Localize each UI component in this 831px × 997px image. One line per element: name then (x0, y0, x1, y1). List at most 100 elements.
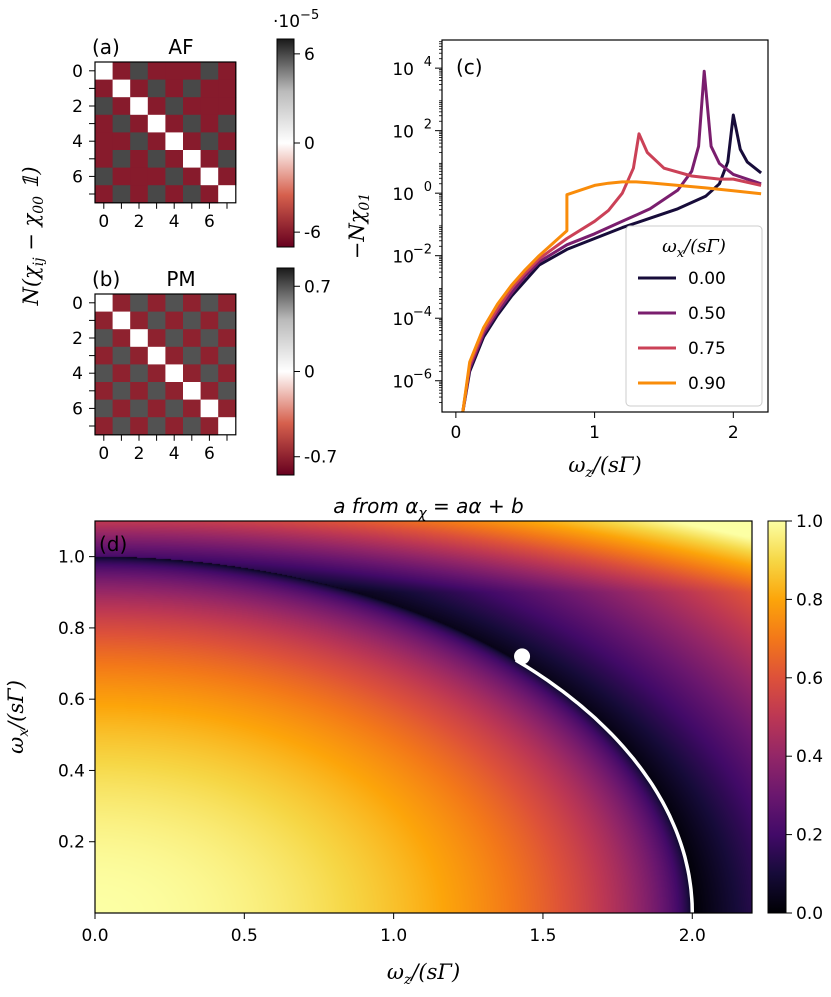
colorbar (276, 267, 295, 476)
heatmap-cell (130, 185, 149, 204)
heatmap-cell (95, 150, 114, 169)
x-tick-label: 4 (169, 212, 180, 232)
heatmap-cell (200, 417, 219, 436)
heatmap-cell (165, 132, 184, 151)
heatmap-cell (147, 346, 166, 365)
panel-label: (a) (92, 35, 120, 59)
heatmap-cell (112, 79, 131, 98)
heatmap-cell (165, 294, 184, 313)
x-tick-label: 2 (134, 212, 145, 232)
heatmap-cell (183, 346, 202, 365)
colorbar-exponent: ·10−5 (273, 8, 319, 32)
heatmap-cell (183, 62, 202, 81)
heatmap-cell (183, 311, 202, 330)
heatmap-cell (147, 79, 166, 98)
heatmap-cell (165, 114, 184, 133)
heatmap-cell (183, 364, 202, 383)
heatmap-cell (200, 79, 219, 98)
heatmap-cell (147, 382, 166, 401)
heatmap-cell (95, 329, 114, 348)
heatmap-cell (165, 185, 184, 204)
panel-title: AF (168, 35, 193, 59)
y-tick-label: 0 (72, 294, 83, 314)
panel-label: (c) (456, 55, 483, 79)
legend-title: ωx/(sΓ) (662, 236, 726, 261)
x-tick-label: 1 (589, 423, 600, 443)
heatmap-cell (200, 364, 219, 383)
x-tick-label: 6 (204, 212, 215, 232)
heatmap-cell (218, 294, 237, 313)
heatmap-cell (183, 185, 202, 204)
heatmap-cell (165, 329, 184, 348)
heatmap-field (95, 521, 752, 913)
heatmap-cell (112, 150, 131, 169)
heatmap-cell (200, 382, 219, 401)
heatmap-cell (183, 382, 202, 401)
heatmap-cell (183, 399, 202, 418)
heatmap-cell (200, 329, 219, 348)
colorbar-tick-label: -6 (304, 223, 321, 243)
y-tick-label: 4 (72, 132, 83, 152)
heatmap-cell (112, 382, 131, 401)
heatmap-cell (200, 97, 219, 116)
heatmap-cell (200, 167, 219, 186)
colorbar-tick-label: 0 (304, 134, 315, 154)
heatmap-cell (130, 97, 149, 116)
heatmap-cell (95, 417, 114, 436)
heatmap-cell (183, 79, 202, 98)
heatmap-cell (130, 329, 149, 348)
heatmap-cell (218, 97, 237, 116)
heatmap-canvas (95, 521, 752, 913)
heatmap-cell (147, 114, 166, 133)
heatmap-cell (130, 132, 149, 151)
y-tick-label: 2 (72, 329, 83, 349)
heatmap-cell (112, 132, 131, 151)
y-tick-label: 6 (72, 167, 83, 187)
heatmap-cell (95, 346, 114, 365)
heatmap-cell (147, 150, 166, 169)
y-tick-exponent: −4 (413, 305, 432, 320)
colorbar (767, 520, 787, 914)
y-tick-label: 6 (72, 399, 83, 419)
heatmap-cell (130, 311, 149, 330)
y-tick-label: 2 (72, 97, 83, 117)
heatmap-cell (112, 364, 131, 383)
heatmap-cell (218, 62, 237, 81)
heatmap-cell (130, 364, 149, 383)
panel-label: (b) (92, 267, 120, 291)
y-tick-exponent: −2 (413, 243, 432, 258)
plot-frame (94, 293, 237, 436)
heatmap-cell (218, 132, 237, 151)
heatmap-cell (147, 185, 166, 204)
critical-point-marker (514, 648, 531, 665)
heatmap-cell (200, 150, 219, 169)
colorbar-exponent-power: −5 (300, 8, 319, 23)
colorbar (276, 38, 295, 248)
heatmap-cell (183, 417, 202, 436)
heatmap-cell (95, 185, 114, 204)
heatmap-cell (95, 167, 114, 186)
panel-b: 0 0 2 2 4 4 6 6 (b) PM 0.7 0 -0.7 (72, 267, 337, 476)
series-line-0.90 (461, 180, 762, 412)
heatmap-cell (95, 62, 114, 81)
critical-line (514, 658, 695, 914)
heatmap-cell (200, 132, 219, 151)
heatmap-cell (112, 399, 131, 418)
heatmap-cell (95, 294, 114, 313)
y-axis-label: ωx/(sΓ) (4, 680, 32, 754)
plot-frame (94, 520, 753, 914)
colorbar-tick-label: 0.2 (796, 826, 823, 846)
title-rest: = aα + b (427, 494, 524, 518)
heatmap-cell (95, 364, 114, 383)
heatmap-cell (147, 311, 166, 330)
y-tick-base: 10 (392, 185, 414, 205)
heatmap-cell (218, 150, 237, 169)
colorbar-tick-label: 0.6 (796, 669, 823, 689)
colorbar-tick-label: 1.0 (796, 512, 823, 532)
heatmap-cell (200, 294, 219, 313)
heatmap-cell (218, 185, 237, 204)
heatmap-cell (218, 399, 237, 418)
heatmap-cell (112, 97, 131, 116)
title-main: a from α (333, 494, 418, 518)
